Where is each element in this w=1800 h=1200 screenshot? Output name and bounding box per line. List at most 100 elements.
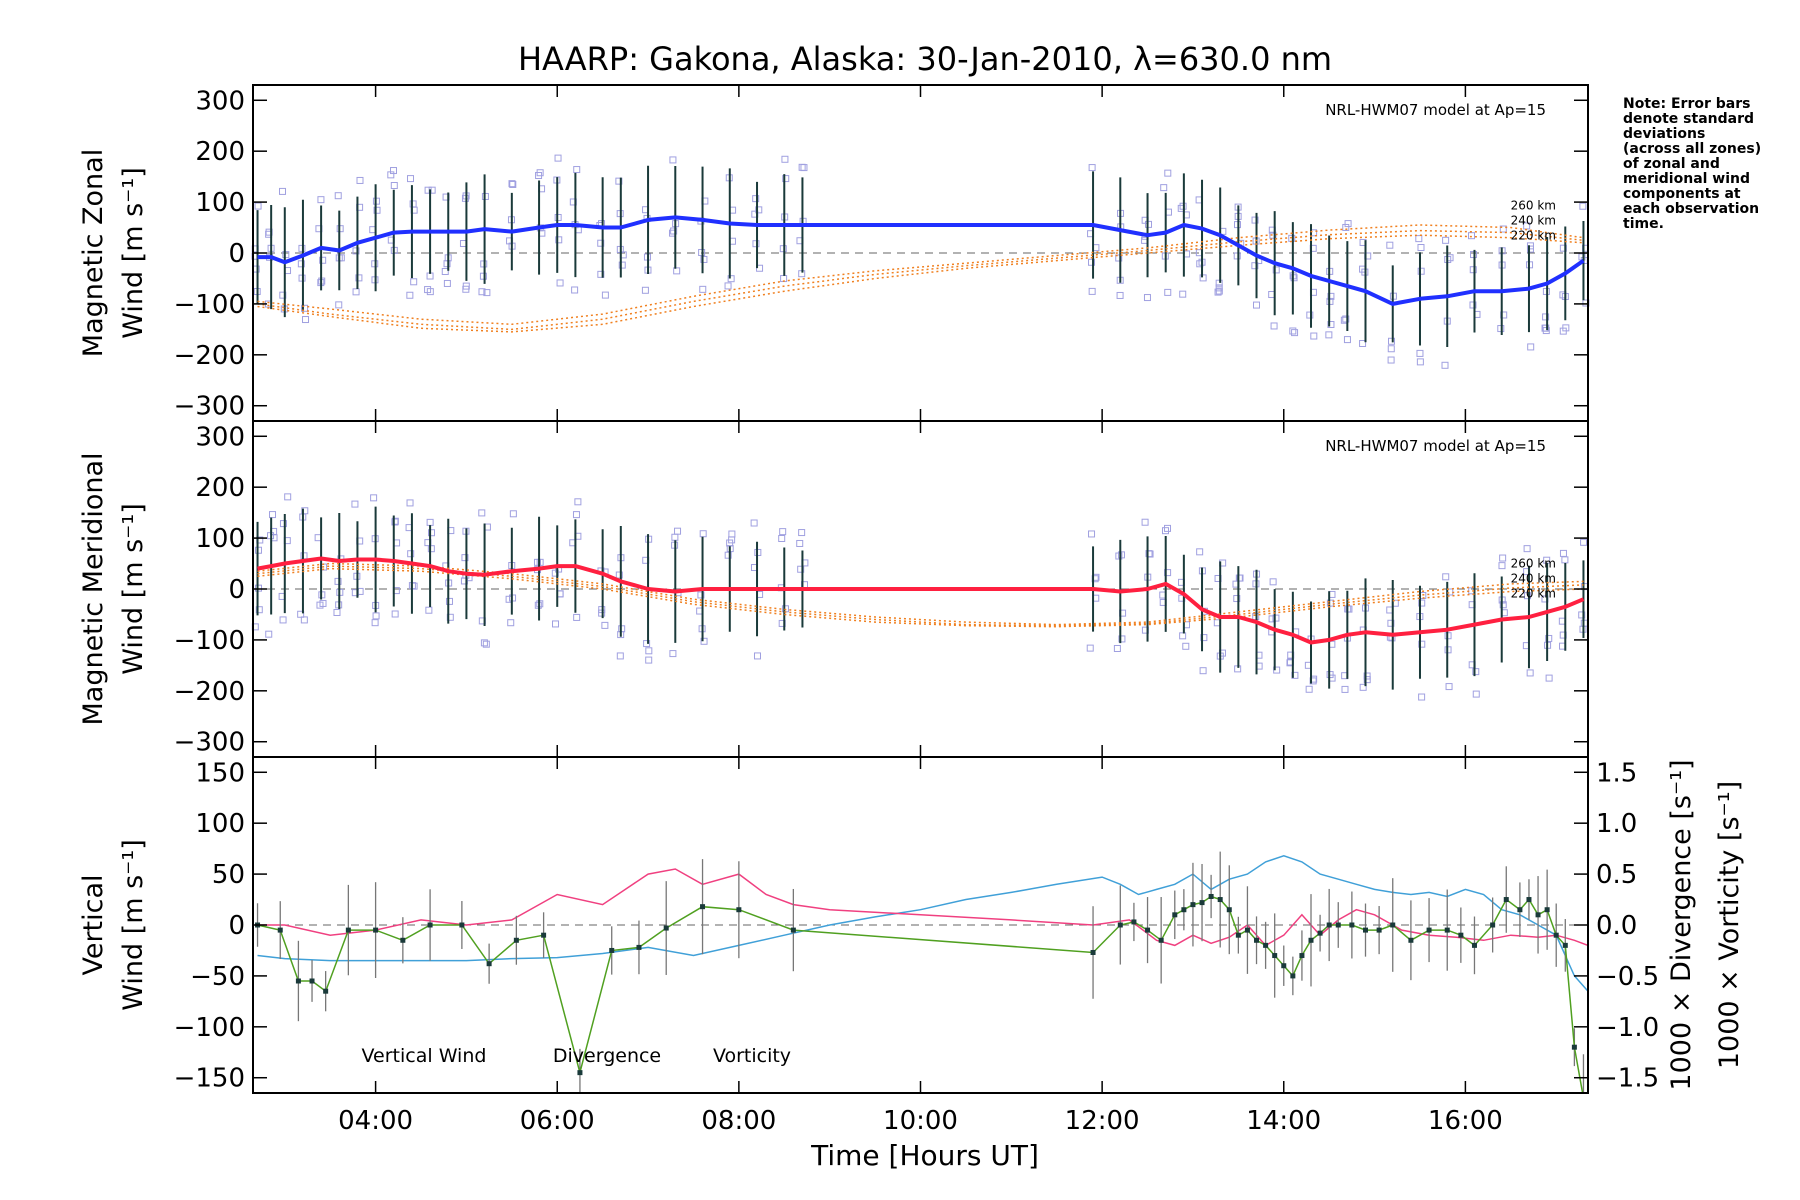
scatter-marker: [479, 272, 487, 280]
scatter-marker: [728, 530, 736, 538]
model-curve: [257, 567, 1584, 628]
scatter-marker: [1269, 578, 1277, 586]
scatter-marker: [462, 282, 470, 290]
scatter-marker: [279, 187, 287, 195]
scatter-marker: [643, 640, 651, 648]
scatter-marker: [1523, 545, 1531, 553]
scatter-marker: [480, 639, 488, 647]
x-tick-label: 08:00: [701, 1106, 776, 1136]
vertical-wind-point: [1244, 927, 1250, 933]
vertical-wind-point: [700, 904, 706, 910]
scatter-marker: [1115, 552, 1123, 560]
scatter-marker: [1290, 274, 1298, 282]
scatter-marker: [1499, 225, 1507, 233]
vertical-wind-point: [541, 932, 547, 938]
vertical-wind-point: [1199, 900, 1205, 906]
scatter-marker: [1215, 279, 1223, 287]
scatter-marker: [1559, 244, 1567, 252]
y2-axis-label-divergence: 1000 × Divergence [s⁻¹]: [1666, 759, 1697, 1090]
scatter-marker: [426, 518, 434, 526]
x-tick-label: 16:00: [1428, 1106, 1503, 1136]
scatter-marker: [755, 206, 763, 214]
scatter-marker: [297, 260, 305, 268]
vertical-wind-point: [345, 927, 351, 933]
scatter-marker: [1113, 644, 1121, 652]
y-axis-label: Wind [m s⁻¹]: [118, 167, 149, 339]
y-tick-label: 0: [228, 239, 245, 269]
scatter-marker: [1445, 683, 1453, 691]
scatter-marker: [752, 240, 760, 248]
vertical-wind-point: [1349, 922, 1355, 928]
vertical-panel: Vertical Wind Divergence Vorticity 04:00 06:…: [78, 756, 1745, 1136]
scatter-marker: [1343, 336, 1351, 344]
vertical-wind-point: [513, 937, 519, 943]
scatter-marker: [1251, 262, 1259, 270]
y-tick-label: −200: [174, 341, 245, 371]
scatter-marker: [1499, 554, 1507, 562]
scatter-marker: [1143, 294, 1151, 302]
scatter-marker: [1160, 184, 1168, 192]
scatter-marker: [1542, 313, 1550, 321]
y2-tick-label: 0.0: [1596, 911, 1637, 941]
scatter-marker: [1200, 634, 1208, 642]
vertical-wind-point: [636, 944, 642, 950]
vertical-wind-point: [790, 927, 796, 933]
scatter-marker: [483, 289, 491, 297]
scatter-marker: [1179, 290, 1187, 298]
scatter-marker: [1196, 548, 1204, 556]
scatter-marker: [356, 176, 364, 184]
vertical-wind-point: [309, 978, 315, 984]
vertical-wind-point: [1326, 922, 1332, 928]
y-tick-label: −150: [174, 1064, 245, 1094]
x-tick-label: 06:00: [520, 1106, 595, 1136]
y2-axis-label-vorticity: 1000 × Vorticity [s⁻¹]: [1714, 781, 1745, 1069]
scatter-marker: [300, 616, 308, 624]
scatter-marker: [1215, 284, 1223, 292]
scatter-marker: [645, 656, 653, 664]
vertical-wind-point: [1117, 922, 1123, 928]
scatter-marker: [1417, 244, 1425, 252]
scatter-marker: [391, 518, 399, 526]
scatter-marker: [1545, 674, 1553, 682]
scatter-marker: [478, 509, 486, 517]
scatter-marker: [390, 167, 398, 175]
scatter-marker: [317, 196, 325, 204]
vertical-wind-point: [1308, 937, 1314, 943]
note-line: each observation: [1623, 201, 1759, 217]
scatter-marker: [1442, 236, 1450, 244]
scatter-marker: [1291, 329, 1299, 337]
scatter-marker: [1086, 644, 1094, 652]
note-line: denote standard: [1623, 111, 1754, 127]
vertical-wind-point: [1272, 953, 1278, 959]
scatter-marker: [410, 278, 418, 286]
scatter-marker: [390, 182, 398, 190]
model-altitude-label: 220 km: [1511, 587, 1556, 601]
scatter-marker: [554, 154, 562, 162]
model-curve: [257, 229, 1584, 331]
scatter-marker: [1233, 595, 1241, 603]
vertical-wind-point: [1281, 963, 1287, 969]
scatter-marker: [1526, 669, 1534, 677]
scatter-marker: [1387, 356, 1395, 364]
model-altitude-label: 240 km: [1511, 214, 1556, 228]
scatter-marker: [298, 244, 306, 252]
y-tick-label: −300: [174, 392, 245, 422]
scatter-marker: [645, 647, 653, 655]
scatter-marker: [1442, 573, 1450, 581]
scatter-marker: [535, 171, 543, 179]
y-tick-label: −200: [174, 677, 245, 707]
scatter-marker: [556, 279, 564, 287]
note-line: of zonal and: [1623, 156, 1720, 172]
scatter-marker: [1416, 349, 1424, 357]
scatter-marker: [391, 610, 399, 618]
scatter-marker: [302, 316, 310, 324]
scatter-marker: [1344, 220, 1352, 228]
scatter-marker: [1326, 599, 1334, 607]
model-altitude-label: 240 km: [1511, 572, 1556, 586]
scatter-marker: [1141, 518, 1149, 526]
note-line: deviations: [1623, 126, 1705, 142]
scatter-marker: [618, 261, 626, 269]
y-tick-label: 100: [195, 809, 245, 839]
scatter-marker: [796, 539, 804, 547]
scatter-marker: [750, 519, 758, 527]
